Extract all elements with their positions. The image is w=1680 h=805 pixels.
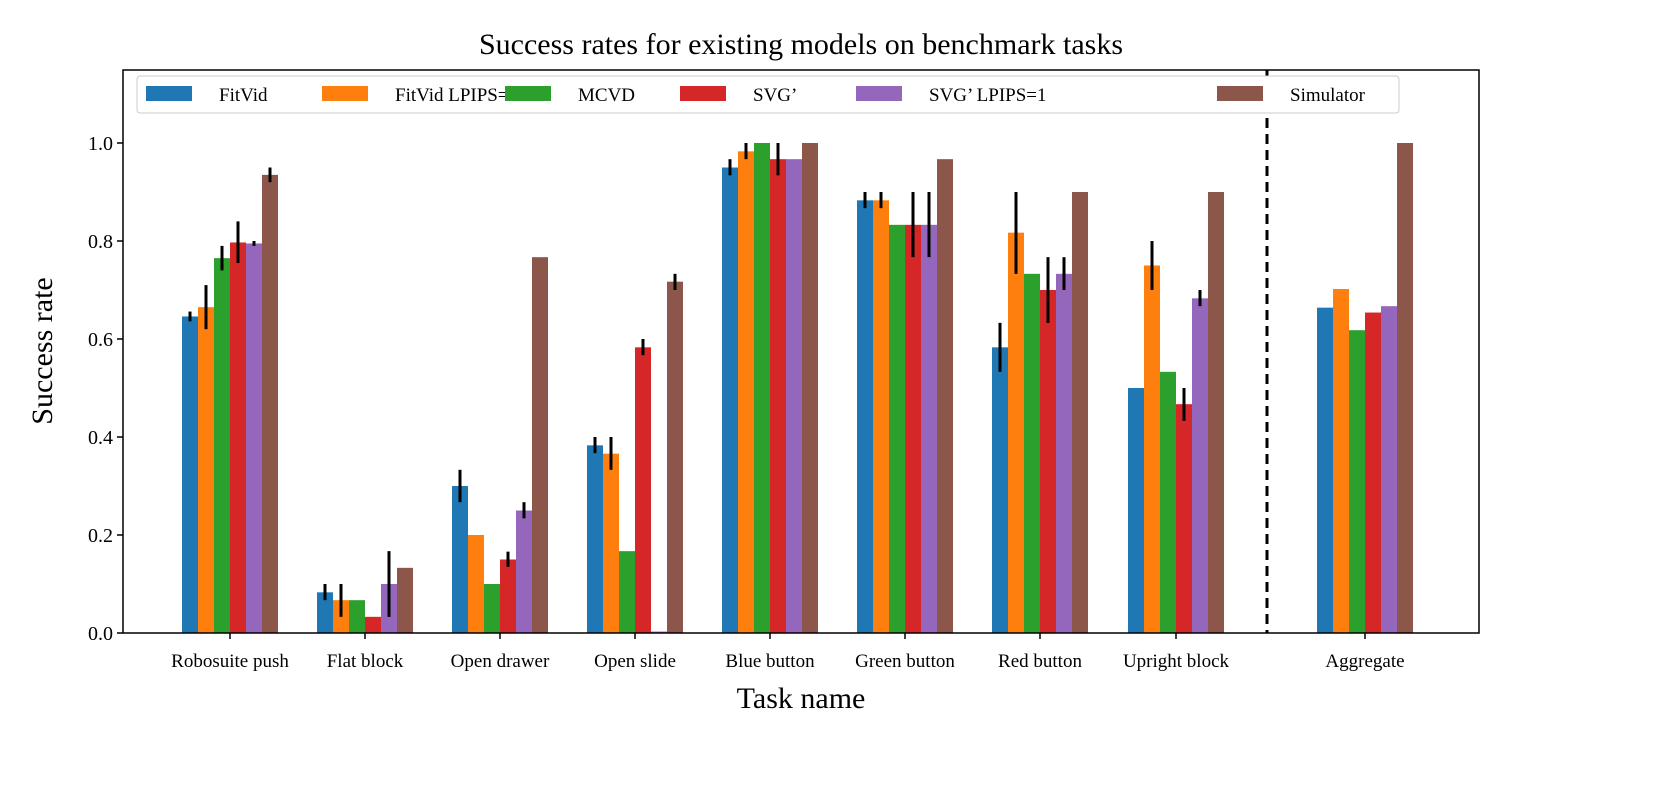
bar	[468, 535, 484, 633]
x-axis-label: Task name	[737, 682, 866, 715]
x-tick-label: Open drawer	[451, 651, 550, 672]
bar	[365, 616, 381, 633]
bar	[1208, 192, 1224, 633]
bar	[1008, 232, 1024, 634]
bar	[1365, 312, 1381, 633]
x-tick-label: Flat block	[327, 651, 404, 672]
bar	[937, 159, 953, 634]
bar	[802, 143, 818, 633]
bar	[905, 224, 921, 633]
x-tick-label: Green button	[855, 651, 955, 672]
x-tick-label: Blue button	[725, 651, 815, 672]
bar	[921, 224, 937, 633]
bar	[1397, 143, 1413, 633]
legend-swatch	[322, 86, 368, 101]
axes-frame	[122, 69, 1480, 634]
x-tick-label: Open slide	[594, 651, 676, 672]
y-axis-label: Success rate	[26, 277, 59, 424]
bar	[1381, 306, 1397, 633]
legend-label: FitVid LPIPS=1	[395, 85, 518, 106]
bar	[992, 347, 1008, 633]
bar	[246, 243, 262, 633]
bar	[1333, 289, 1349, 633]
bar	[857, 200, 873, 633]
x-tick-label: Red button	[998, 651, 1082, 672]
legend-swatch	[146, 86, 192, 101]
y-tick-label: 0.8	[88, 231, 113, 253]
legend-label: SVG’ LPIPS=1	[929, 85, 1047, 106]
legend-swatch	[680, 86, 726, 101]
bar	[198, 307, 214, 633]
y-tick-label: 0.0	[88, 623, 113, 645]
bar	[1024, 273, 1040, 633]
bar	[214, 258, 230, 633]
bar	[516, 510, 532, 633]
plot-area: 0.0 0.2 0.4 0.6 0.8 1.0 Robosuite push Flat blo…	[88, 69, 1480, 672]
bar	[587, 445, 603, 633]
y-tick-label: 0.2	[88, 525, 113, 547]
bar	[738, 151, 754, 633]
bar	[500, 559, 516, 633]
bar	[1349, 330, 1365, 633]
y-tick-label: 1.0	[88, 133, 113, 155]
legend-label: FitVid	[219, 85, 268, 106]
bar	[1176, 404, 1192, 633]
bar	[603, 453, 619, 633]
legend-box	[136, 75, 1400, 114]
legend-label: Simulator	[1290, 85, 1366, 106]
legend-label: MCVD	[578, 85, 635, 106]
bar	[1128, 388, 1144, 633]
bar	[484, 584, 500, 633]
bar	[786, 159, 802, 634]
bar	[397, 567, 413, 633]
bar	[1040, 290, 1056, 633]
legend-label: SVG’	[753, 85, 797, 106]
bar	[1072, 192, 1088, 633]
bar	[754, 143, 770, 633]
bar	[619, 551, 635, 633]
bar	[722, 167, 738, 633]
bar	[452, 486, 468, 633]
y-tick-label: 0.6	[88, 329, 113, 351]
bar	[532, 257, 548, 633]
chart-title: Success rates for existing models on ben…	[479, 28, 1123, 61]
bar	[1144, 265, 1160, 633]
bar	[667, 281, 683, 633]
bar	[873, 200, 889, 633]
legend-swatch	[1217, 86, 1263, 101]
bar	[1317, 307, 1333, 633]
bar	[230, 242, 246, 633]
legend-swatch	[505, 86, 551, 101]
x-tick-label: Aggregate	[1325, 651, 1404, 672]
bar	[349, 600, 365, 633]
y-tick-label: 0.4	[88, 427, 113, 449]
bar	[635, 347, 651, 633]
bar	[889, 224, 905, 633]
legend: FitVid FitVid LPIPS=1 MCVD SVG’ SVG’ LPIPS=1…	[136, 75, 1400, 114]
legend-swatch	[856, 86, 902, 101]
bar	[262, 174, 278, 633]
bar	[1056, 273, 1072, 633]
bar	[182, 316, 198, 633]
bar	[1160, 371, 1176, 633]
x-tick-label: Robosuite push	[171, 651, 289, 672]
bar	[1192, 298, 1208, 633]
x-tick-label: Upright block	[1123, 651, 1230, 672]
bar	[317, 592, 333, 633]
bar	[770, 159, 786, 634]
